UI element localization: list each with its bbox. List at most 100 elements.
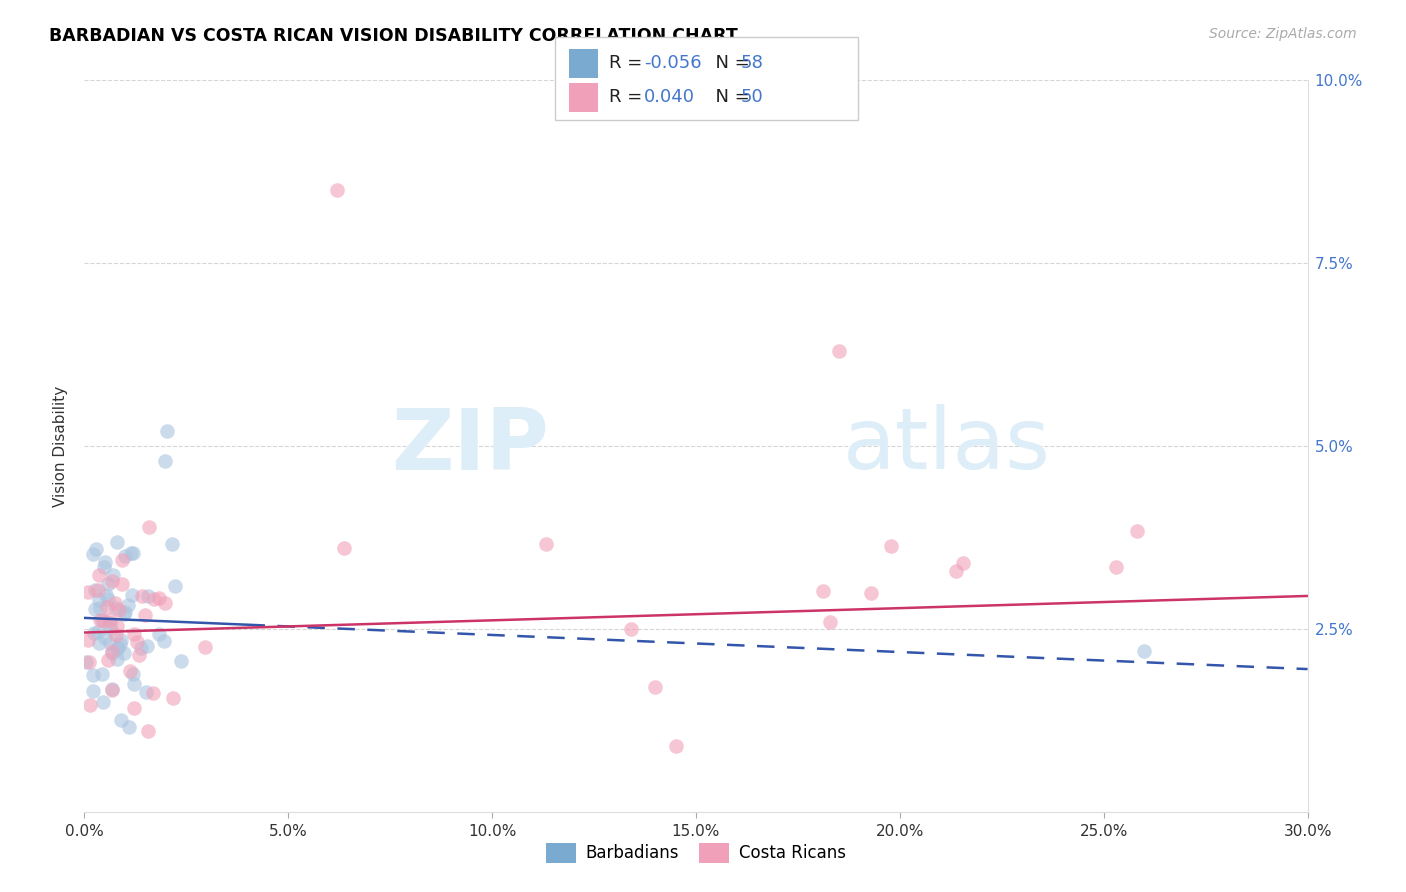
Point: [136, 589, 159, 603]
Point: [87, 582, 110, 597]
Point: [156, 425, 179, 439]
Point: [880, 539, 903, 553]
Point: [148, 591, 170, 606]
Point: [1105, 560, 1128, 574]
Point: [111, 577, 134, 591]
Point: [326, 183, 349, 197]
Point: [110, 713, 132, 727]
Point: [107, 640, 129, 655]
Point: [79, 656, 101, 670]
Point: [193, 640, 215, 654]
Point: [101, 681, 124, 696]
Point: [82, 668, 104, 682]
Point: [945, 564, 967, 578]
Point: [96, 599, 118, 614]
Point: [108, 637, 131, 651]
Point: [101, 574, 124, 588]
Point: [82, 683, 104, 698]
Point: [112, 646, 135, 660]
Point: [105, 641, 128, 656]
Point: [97, 653, 120, 667]
Point: [142, 591, 165, 606]
Point: [828, 343, 851, 358]
Point: [128, 648, 150, 662]
Legend: Barbadians, Costa Ricans: Barbadians, Costa Ricans: [538, 837, 853, 869]
Point: [163, 579, 186, 593]
Point: [87, 568, 110, 582]
Point: [134, 608, 156, 623]
Point: [811, 584, 834, 599]
Point: [77, 633, 100, 648]
Point: [89, 601, 111, 615]
Text: Source: ZipAtlas.com: Source: ZipAtlas.com: [1209, 27, 1357, 41]
Point: [111, 553, 134, 567]
Point: [87, 624, 110, 639]
Point: [107, 603, 129, 617]
Point: [105, 652, 128, 666]
Point: [120, 665, 142, 679]
Point: [135, 684, 157, 698]
Point: [129, 640, 152, 655]
Point: [142, 685, 165, 699]
Point: [170, 655, 193, 669]
Point: [114, 549, 136, 564]
Text: R =: R =: [609, 88, 654, 106]
Point: [75, 655, 97, 669]
Point: [818, 615, 841, 629]
Point: [620, 622, 643, 636]
Point: [100, 644, 122, 658]
Point: [82, 547, 104, 561]
Point: [110, 632, 132, 647]
Point: [87, 592, 110, 607]
Point: [90, 666, 112, 681]
Point: [665, 739, 688, 753]
Point: [84, 583, 107, 598]
Text: -0.056: -0.056: [644, 54, 702, 72]
Point: [77, 584, 100, 599]
Text: 50: 50: [741, 88, 763, 106]
Text: R =: R =: [609, 54, 648, 72]
Point: [89, 636, 111, 650]
Point: [89, 613, 111, 627]
Text: N =: N =: [704, 88, 756, 106]
Point: [98, 613, 121, 627]
Point: [94, 588, 117, 602]
Point: [162, 690, 184, 705]
Point: [105, 534, 128, 549]
Point: [105, 619, 128, 633]
Text: BARBADIAN VS COSTA RICAN VISION DISABILITY CORRELATION CHART: BARBADIAN VS COSTA RICAN VISION DISABILI…: [49, 27, 738, 45]
Point: [93, 560, 115, 574]
Point: [104, 628, 127, 642]
Point: [97, 577, 120, 591]
Point: [101, 683, 124, 698]
Point: [160, 537, 183, 551]
Point: [1126, 524, 1149, 538]
Point: [94, 555, 117, 569]
Point: [98, 615, 121, 630]
Point: [534, 537, 557, 551]
Point: [112, 607, 135, 621]
Point: [138, 520, 160, 534]
Point: [114, 605, 136, 619]
Point: [148, 627, 170, 641]
Point: [122, 627, 145, 641]
Point: [104, 600, 127, 615]
Text: atlas: atlas: [842, 404, 1050, 488]
Point: [332, 541, 354, 556]
Point: [121, 588, 143, 602]
Point: [952, 556, 974, 570]
Point: [100, 622, 122, 636]
Y-axis label: Vision Disability: Vision Disability: [53, 385, 69, 507]
Point: [84, 601, 107, 615]
Point: [131, 589, 153, 603]
Point: [117, 720, 139, 734]
Point: [125, 634, 148, 648]
Point: [117, 598, 139, 612]
Point: [122, 676, 145, 690]
Point: [136, 724, 159, 739]
Point: [120, 546, 142, 560]
Text: 0.040: 0.040: [644, 88, 695, 106]
Point: [122, 667, 145, 681]
Point: [101, 646, 124, 660]
Point: [1133, 644, 1156, 658]
